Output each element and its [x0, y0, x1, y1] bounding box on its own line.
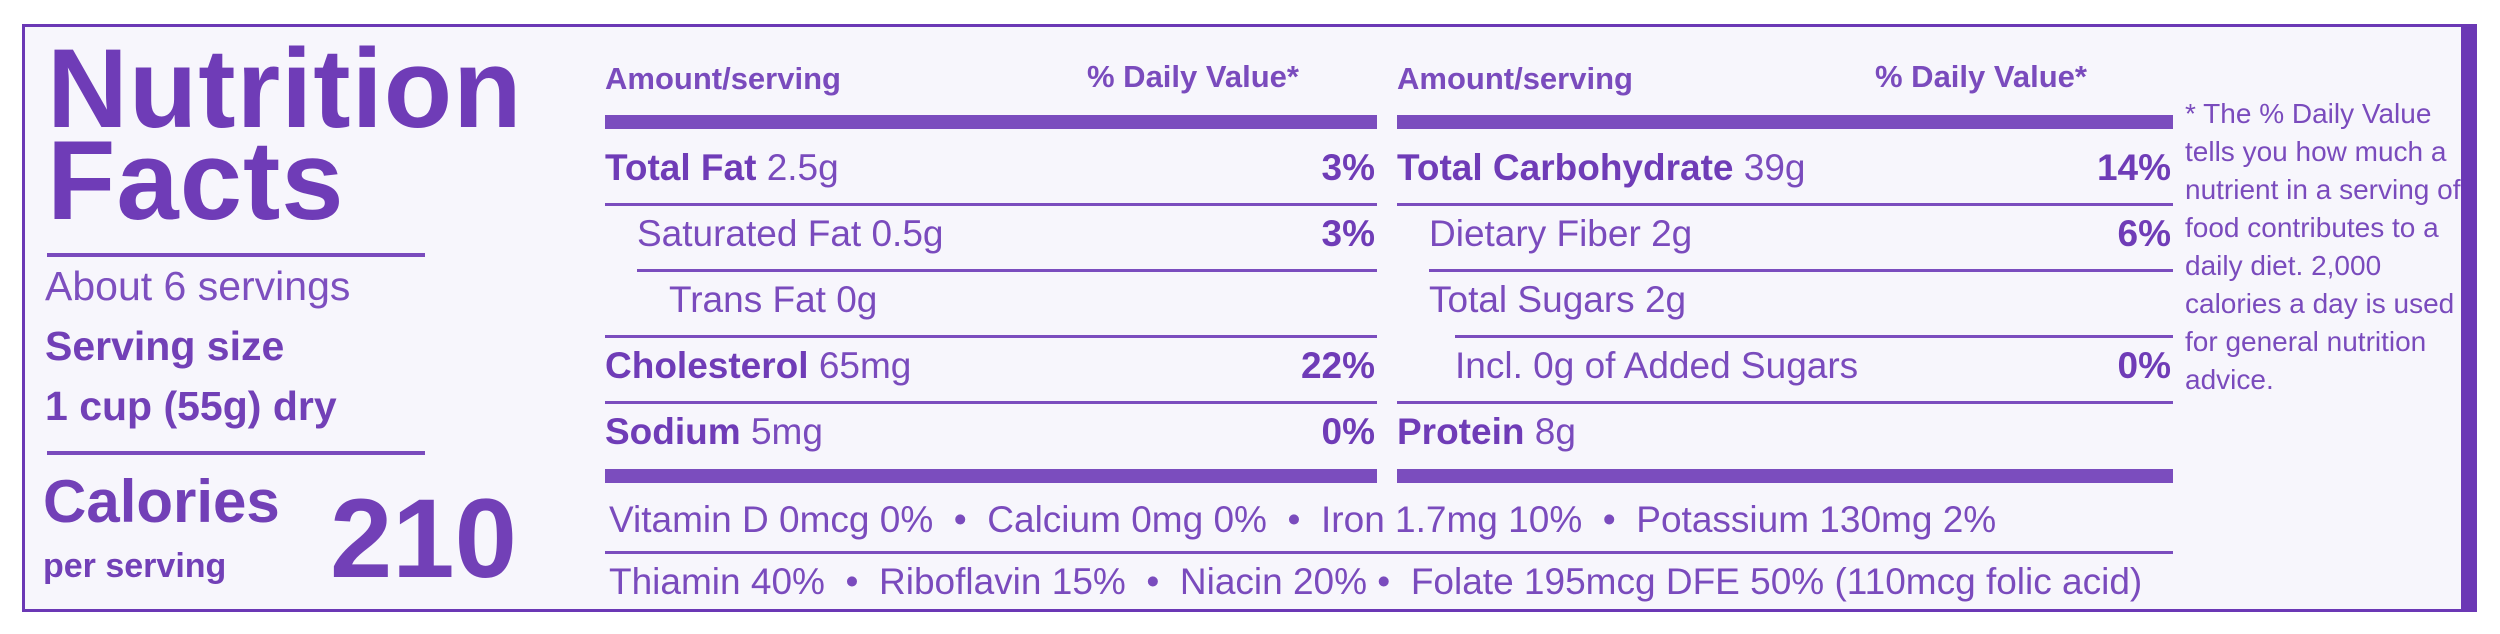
daily-value-footnote: * The % Daily Value tells you how much a… — [2185, 98, 2461, 395]
left-rule — [605, 401, 1377, 404]
right-header-dv: % Daily Value* — [1875, 59, 2087, 94]
dv-sodium: 0% — [1321, 411, 1375, 452]
vitamins-line-2: Thiamin 40% • Riboflavin 15% • Niacin 20… — [609, 561, 2143, 602]
servings-text: About 6 servings — [45, 263, 351, 309]
left-bottom-thick-rule — [605, 469, 1377, 483]
serving-divider — [47, 451, 425, 455]
right-rule — [1429, 269, 2173, 272]
row-total-fat: Total Fat 2.5g — [605, 147, 839, 188]
vitamins-line-1: Vitamin D 0mcg 0% • Calcium 0mg 0% • Iro… — [609, 499, 1997, 540]
row-total-sugars: Total Sugars 2g — [1429, 279, 1687, 320]
right-bottom-thick-rule — [1397, 469, 2173, 483]
right-header-amount: Amount/serving — [1397, 61, 1633, 96]
row-protein: Protein 8g — [1397, 411, 1576, 452]
nutrition-label: Nutrition Facts About 6 servings Serving… — [22, 24, 2477, 612]
right-thick-rule — [1397, 115, 2173, 129]
row-dietary-fiber: Dietary Fiber 2g — [1429, 213, 1693, 254]
dv-dietary-fiber: 6% — [2117, 213, 2171, 254]
calories-label: Calories — [43, 468, 280, 535]
right-rule — [1455, 335, 2173, 338]
left-header-amount: Amount/serving — [605, 61, 841, 96]
serving-size-label: Serving size — [45, 323, 285, 369]
row-cholesterol: Cholesterol 65mg — [605, 345, 912, 386]
left-rule — [637, 269, 1377, 272]
left-rule — [605, 203, 1377, 206]
dv-total-fat: 3% — [1321, 147, 1375, 188]
title-line2: Facts — [47, 118, 345, 243]
dv-cholesterol: 22% — [1300, 345, 1375, 386]
vitamins-rule — [605, 551, 2173, 554]
title-line1: Nutrition — [47, 26, 523, 151]
left-rule — [605, 335, 1377, 338]
row-trans-fat: Trans Fat 0g — [669, 279, 878, 320]
title-divider — [47, 253, 425, 257]
row-saturated-fat: Saturated Fat 0.5g — [637, 213, 944, 254]
dv-saturated-fat: 3% — [1321, 213, 1375, 254]
row-added-sugars: Incl. 0g of Added Sugars — [1455, 345, 1859, 386]
left-header-dv: % Daily Value* — [1087, 59, 1299, 94]
row-total-carbohydrate: Total Carbohydrate 39g — [1397, 147, 1806, 188]
dv-total-carbohydrate: 14% — [2096, 147, 2171, 188]
right-rule — [1397, 401, 2173, 404]
dv-added-sugars: 0% — [2117, 345, 2171, 386]
left-thick-rule — [605, 115, 1377, 129]
right-rule — [1397, 203, 2173, 206]
serving-size-value: 1 cup (55g) dry — [45, 383, 337, 429]
per-serving-label: per serving — [43, 547, 227, 585]
calories-value: 210 — [330, 476, 517, 601]
row-sodium: Sodium 5mg — [605, 411, 823, 452]
